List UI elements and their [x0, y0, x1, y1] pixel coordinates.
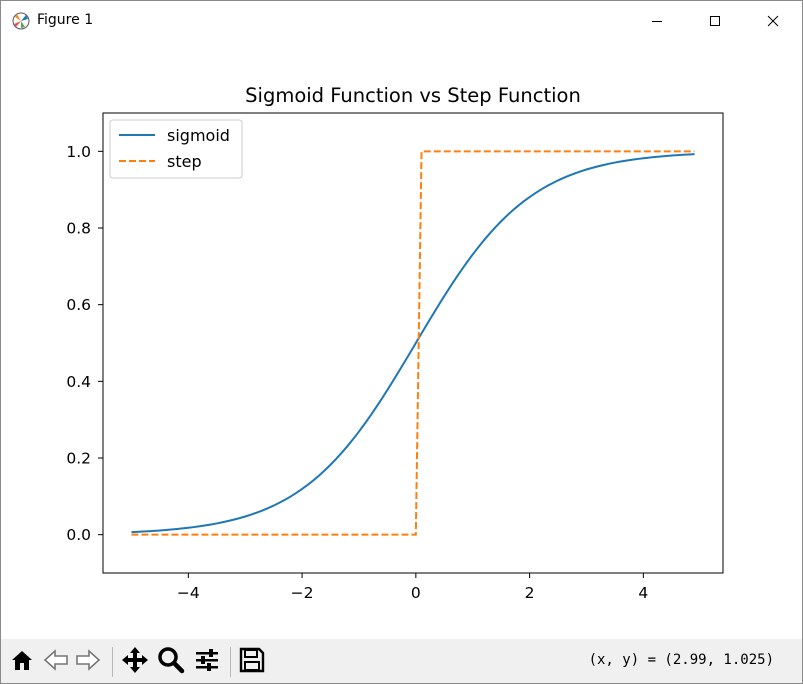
matplotlib-figure-icon	[11, 11, 31, 31]
save-button[interactable]	[237, 647, 267, 677]
back-arrow-icon	[43, 647, 69, 677]
minimize-icon	[651, 12, 663, 31]
series-line-step	[131, 150, 695, 536]
back-button[interactable]	[41, 647, 71, 677]
configure-subplots-button[interactable]	[192, 647, 222, 677]
x-tick-label: 4	[638, 584, 648, 602]
maximize-button[interactable]	[686, 1, 744, 41]
pan-arrows-icon	[121, 646, 149, 678]
y-tick-label: 0.0	[66, 526, 91, 544]
navigation-toolbar: (x, y) = (2.99, 1.025)	[1, 639, 802, 683]
maximize-icon	[709, 12, 721, 31]
forward-arrow-icon	[75, 647, 101, 677]
chart-title: Sigmoid Function vs Step Function	[245, 84, 581, 107]
x-tick-label: 0	[411, 584, 421, 602]
cursor-coordinates: (x, y) = (2.99, 1.025)	[588, 652, 774, 668]
figure-canvas[interactable]: Sigmoid Function vs Step Function −4 −2 0 2…	[1, 41, 802, 639]
sliders-icon	[194, 647, 220, 677]
minimize-button[interactable]	[628, 1, 686, 41]
legend: sigmoid step	[109, 119, 243, 179]
legend-step-label: step	[167, 152, 202, 171]
y-tick-label: 1.0	[66, 143, 91, 161]
zoom-button[interactable]	[156, 647, 186, 677]
floppy-disk-icon	[239, 647, 265, 677]
window-title: Figure 1	[37, 12, 94, 28]
x-tick-label: 2	[525, 584, 535, 602]
forward-button[interactable]	[73, 647, 103, 677]
toolbar-separator	[112, 647, 113, 677]
home-icon	[9, 647, 35, 677]
close-icon	[767, 12, 779, 31]
home-button[interactable]	[7, 647, 37, 677]
chart: Sigmoid Function vs Step Function −4 −2 0 2…	[66, 84, 724, 602]
toolbar-separator	[230, 647, 231, 677]
series-line-sigmoid	[131, 153, 695, 534]
y-tick-label: 0.2	[66, 450, 91, 468]
magnifier-icon	[157, 646, 185, 678]
axes-frame	[102, 112, 724, 574]
title-bar[interactable]: Figure 1	[1, 1, 802, 41]
pan-button[interactable]	[120, 647, 150, 677]
y-tick-label: 0.4	[66, 373, 91, 391]
y-tick-label: 0.6	[66, 296, 91, 314]
legend-sigmoid-label: sigmoid	[167, 126, 230, 145]
x-tick-label: −2	[291, 584, 314, 602]
x-tick-label: −4	[177, 584, 200, 602]
y-tick-label: 0.8	[66, 220, 91, 238]
close-button[interactable]	[744, 1, 802, 41]
